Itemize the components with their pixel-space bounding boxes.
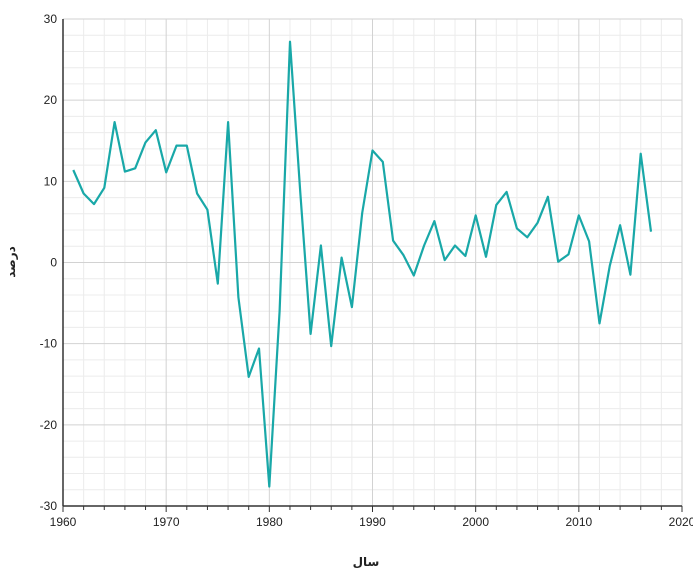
y-tick-label: 30 bbox=[44, 12, 58, 26]
x-tick-label: 1990 bbox=[359, 515, 386, 529]
y-tick-label: -20 bbox=[40, 418, 58, 432]
x-tick-label: 1980 bbox=[256, 515, 283, 529]
major-gridlines bbox=[62, 18, 683, 507]
series-line bbox=[72, 40, 653, 488]
tick-labels: 1960 1970 1980 1990 2000 2010 2020 -30 -20 -10 0 10… bbox=[40, 12, 693, 529]
y-tick-label: 20 bbox=[44, 93, 58, 107]
x-tick-label: 1960 bbox=[50, 515, 77, 529]
x-tick-label: 2000 bbox=[462, 515, 489, 529]
x-tick-label: 1970 bbox=[153, 515, 180, 529]
y-tick-label: 0 bbox=[50, 256, 57, 270]
y-tick-label: -30 bbox=[40, 499, 58, 513]
x-axis-title: سال bbox=[353, 555, 380, 569]
x-tick-label: 2010 bbox=[565, 515, 592, 529]
series-layer bbox=[72, 40, 653, 488]
y-tick-label: -10 bbox=[40, 337, 58, 351]
axes bbox=[62, 19, 683, 512]
y-axis-title: درصد bbox=[4, 246, 18, 278]
x-tick-label: 2020 bbox=[669, 515, 693, 529]
y-tick-label: 10 bbox=[44, 174, 58, 188]
